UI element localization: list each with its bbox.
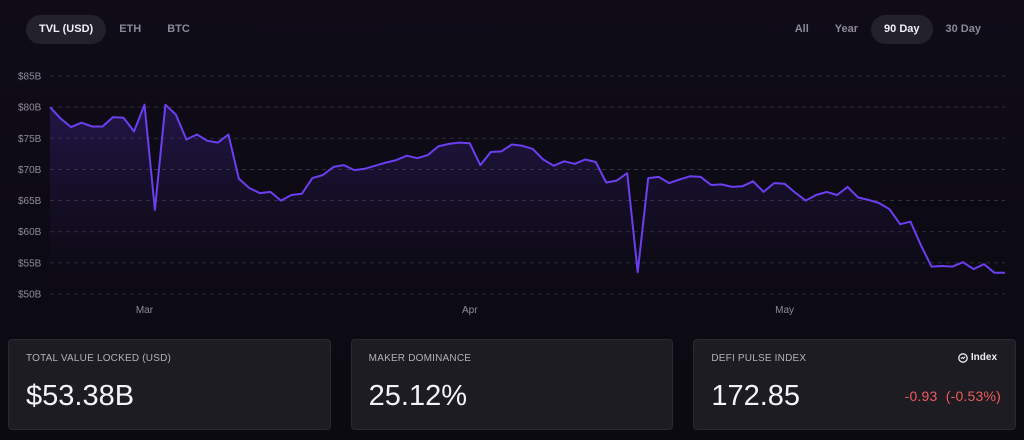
x-tick-label: Apr — [462, 305, 478, 316]
range-tabs: All Year 90 Day 30 Day — [782, 15, 994, 44]
y-tick-label: $85B — [18, 72, 42, 83]
tab-range-30-day[interactable]: 30 Day — [945, 23, 981, 35]
tvl-area-fill — [50, 104, 1005, 294]
y-tick-label: $55B — [18, 258, 42, 269]
tab-range-year[interactable]: Year — [834, 23, 859, 35]
index-badge-label: Index — [970, 352, 998, 363]
tab-eth[interactable]: ETH — [119, 23, 142, 35]
tvl-series-line[interactable] — [49, 103, 1005, 274]
y-tick-label: $80B — [18, 103, 42, 114]
tvl-chart-svg[interactable]: $50B $55B $60B $65B $70B $75B $80B $85B Mar Apr M… — [0, 60, 1024, 325]
defi-pulse-index-value: 172.85 — [711, 380, 801, 412]
tvl-card-value: $53.38B — [26, 380, 135, 412]
tvl-card: TOTAL VALUE LOCKED (USD) $53.38B — [8, 339, 331, 430]
tvl-chart[interactable]: $50B $55B $60B $65B $70B $75B $80B $85B Mar Apr M… — [0, 60, 1024, 325]
x-tick-label: May — [775, 305, 794, 316]
y-tick-label: $70B — [18, 165, 42, 176]
index-change: -0.93 (-0.53%) — [905, 388, 1001, 404]
maker-dominance-value: 25.12% — [368, 380, 468, 412]
maker-dominance-label: MAKER DOMINANCE — [368, 353, 472, 364]
metric-tabs: TVL (USD) ETH BTC — [26, 15, 203, 44]
stat-cards: TOTAL VALUE LOCKED (USD) $53.38B MAKER D… — [8, 339, 1017, 430]
y-tick-label: $60B — [18, 227, 42, 238]
tab-tvl-usd[interactable]: TVL (USD) — [26, 15, 107, 44]
defi-pulse-index-label: DEFI PULSE INDEX — [711, 353, 807, 364]
index-badge[interactable]: Index — [958, 352, 997, 363]
y-tick-label: $75B — [18, 134, 42, 145]
defi-pulse-index-card[interactable]: DEFI PULSE INDEX Index 172.85 -0.93 (-0.… — [693, 339, 1017, 430]
maker-dominance-card: MAKER DOMINANCE 25.12% — [350, 339, 674, 430]
index-change-pct: (-0.53%) — [945, 388, 1002, 404]
x-tick-label: Mar — [136, 305, 154, 316]
tab-btc[interactable]: BTC — [167, 23, 190, 35]
index-logo-icon — [958, 352, 968, 363]
y-tick-label: $50B — [18, 290, 42, 301]
tvl-card-label: TOTAL VALUE LOCKED (USD) — [26, 353, 172, 364]
index-change-value: -0.93 — [904, 388, 938, 404]
y-tick-label: $65B — [18, 196, 42, 207]
tab-range-90-day[interactable]: 90 Day — [871, 15, 933, 44]
tab-range-all[interactable]: All — [794, 23, 809, 35]
